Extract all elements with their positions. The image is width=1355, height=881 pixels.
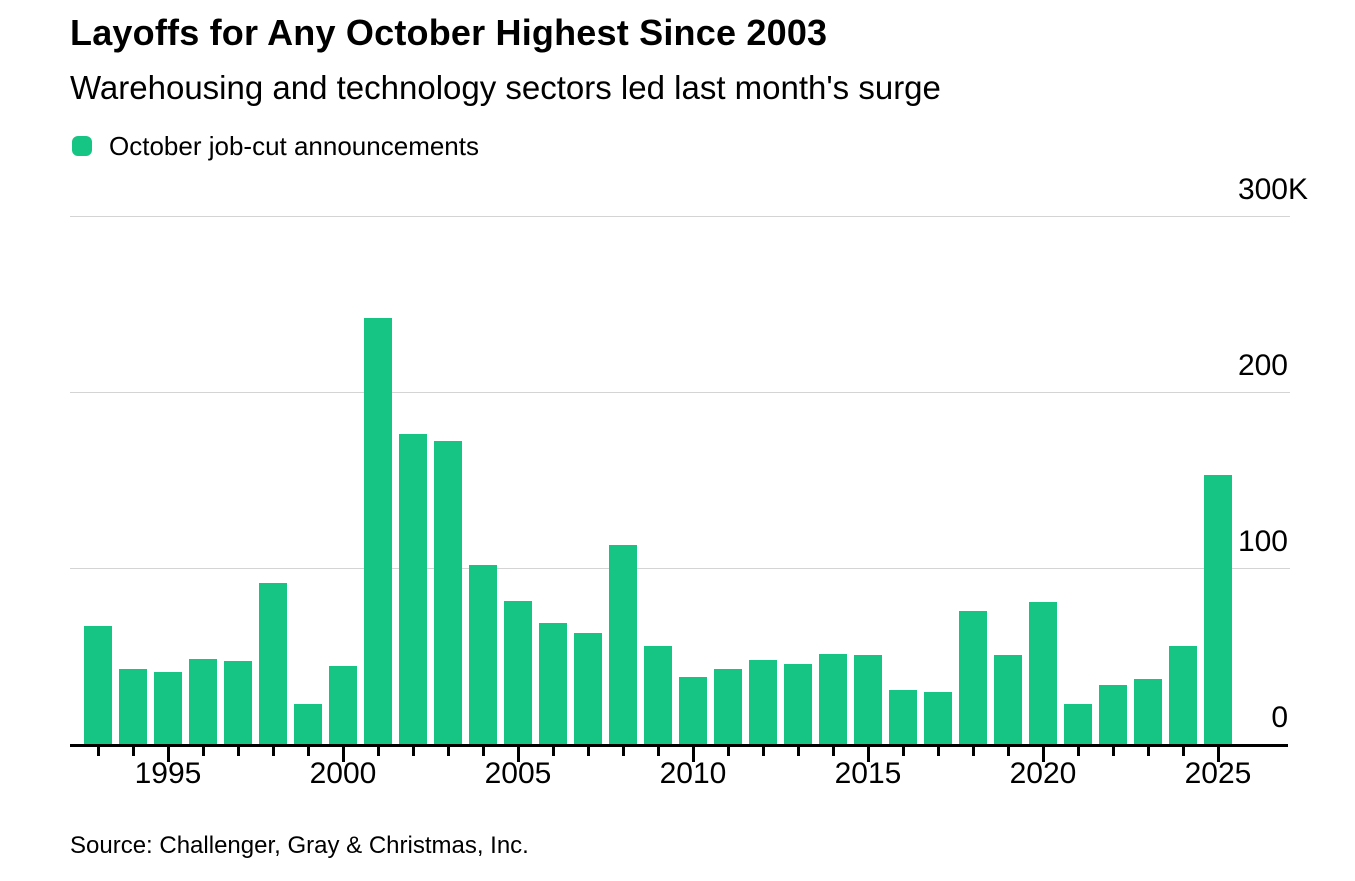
bar-2010 — [679, 677, 707, 744]
bar-2024 — [1169, 646, 1197, 744]
chart-title: Layoffs for Any October Highest Since 20… — [70, 12, 828, 53]
bar-2007 — [574, 632, 602, 744]
x-tick-2009 — [656, 747, 660, 756]
y-tick-label-200: 200 — [1237, 349, 1288, 382]
x-tick-2016 — [901, 747, 905, 756]
bar-2015 — [854, 655, 882, 744]
bar-1995 — [154, 671, 182, 744]
legend: October job-cut announcements — [72, 133, 479, 159]
bar-2021 — [1064, 703, 1092, 744]
x-tick-2023 — [1146, 747, 1150, 756]
bar-2000 — [329, 666, 357, 744]
x-tick-2019 — [1006, 747, 1010, 756]
x-tick-2022 — [1111, 747, 1115, 756]
source-note: Source: Challenger, Gray & Christmas, In… — [70, 832, 529, 859]
x-tick-1999 — [306, 747, 310, 756]
x-tick-1994 — [131, 747, 135, 756]
bar-2009 — [644, 645, 672, 744]
x-tick-label-2015: 2015 — [834, 757, 902, 790]
gridline-300K — [70, 216, 1290, 217]
x-tick-label-2000: 2000 — [309, 757, 377, 790]
bar-2023 — [1134, 679, 1162, 744]
x-tick-2003 — [446, 747, 450, 756]
bar-2003 — [434, 441, 462, 744]
plot-area — [70, 216, 1290, 744]
x-tick-2005 — [516, 747, 520, 762]
x-tick-1997 — [236, 747, 240, 756]
x-tick-2017 — [936, 747, 940, 756]
bar-2005 — [504, 600, 532, 744]
bar-2018 — [959, 610, 987, 744]
x-tick-1998 — [271, 747, 275, 756]
bar-2014 — [819, 653, 847, 744]
bar-2012 — [749, 660, 777, 744]
x-tick-2013 — [796, 747, 800, 756]
x-tick-2025 — [1216, 747, 1220, 762]
bar-2017 — [924, 691, 952, 744]
bar-2004 — [469, 564, 497, 744]
x-tick-2021 — [1076, 747, 1080, 756]
x-tick-2014 — [831, 747, 835, 756]
x-tick-1993 — [96, 747, 100, 756]
bar-1996 — [189, 659, 217, 744]
x-tick-2018 — [971, 747, 975, 756]
x-axis-line — [70, 744, 1288, 747]
bar-1998 — [259, 582, 287, 744]
gridline-100 — [70, 568, 1290, 569]
bar-2002 — [399, 434, 427, 744]
x-tick-2008 — [621, 747, 625, 756]
chart-subtitle: Warehousing and technology sectors led l… — [70, 69, 941, 106]
x-tick-2015 — [866, 747, 870, 762]
x-tick-2010 — [691, 747, 695, 762]
x-tick-2000 — [341, 747, 345, 762]
x-tick-2020 — [1041, 747, 1045, 762]
x-tick-2002 — [411, 747, 415, 756]
x-tick-2007 — [586, 747, 590, 756]
x-tick-2006 — [551, 747, 555, 756]
bar-2025 — [1204, 474, 1232, 744]
x-tick-label-2025: 2025 — [1184, 757, 1252, 790]
legend-label: October job-cut announcements — [109, 131, 479, 161]
x-tick-label-1995: 1995 — [134, 757, 202, 790]
x-tick-2024 — [1181, 747, 1185, 756]
bar-2016 — [889, 689, 917, 744]
x-tick-2011 — [726, 747, 730, 756]
bar-2006 — [539, 622, 567, 744]
x-tick-1995 — [166, 747, 170, 762]
x-tick-2004 — [481, 747, 485, 756]
bar-1999 — [294, 703, 322, 744]
bar-2020 — [1029, 601, 1057, 744]
x-tick-1996 — [201, 747, 205, 756]
x-tick-label-2020: 2020 — [1009, 757, 1077, 790]
gridline-200 — [70, 392, 1290, 393]
bar-2008 — [609, 545, 637, 744]
y-tick-label-0: 0 — [1271, 701, 1288, 734]
x-tick-label-2010: 2010 — [659, 757, 727, 790]
bar-1993 — [84, 626, 112, 744]
x-tick-label-2005: 2005 — [484, 757, 552, 790]
bar-1997 — [224, 660, 252, 744]
bar-1994 — [119, 669, 147, 744]
bar-2001 — [364, 317, 392, 744]
bar-2019 — [994, 655, 1022, 744]
legend-swatch-icon — [72, 136, 92, 156]
y-tick-label-300K: 300 K — [1237, 173, 1309, 206]
bar-2011 — [714, 668, 742, 744]
y-tick-label-100: 100 — [1237, 525, 1288, 558]
bar-2013 — [784, 663, 812, 744]
x-tick-2012 — [761, 747, 765, 756]
bar-2022 — [1099, 684, 1127, 744]
x-tick-2001 — [376, 747, 380, 756]
